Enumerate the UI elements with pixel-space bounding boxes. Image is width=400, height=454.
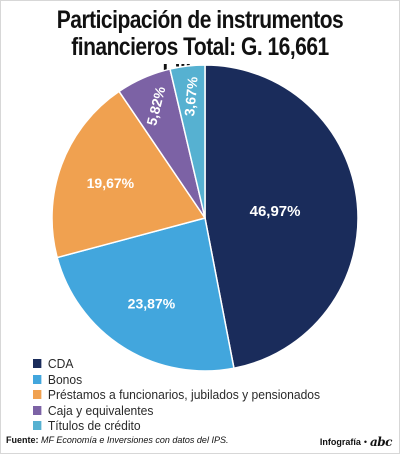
- legend-swatch: [33, 390, 42, 400]
- pie-slices: [51, 64, 359, 372]
- legend-label: Préstamos a funcionarios, jubilados y pe…: [47, 387, 321, 403]
- slice-label-cda: 46,97%: [250, 203, 301, 220]
- source-label: Fuente:: [6, 435, 39, 445]
- legend-label: CDA: [47, 356, 74, 372]
- legend-item-bonos: Bonos: [33, 372, 320, 388]
- pie-slice-prestamos-a-funcionarios-jubilados-y-pensionados: [51, 90, 206, 259]
- pie-slice-titulos-de-credito: [169, 64, 206, 219]
- credit-label: Infografía: [319, 437, 361, 447]
- legend-item-prestamos-a-funcionarios-jubilados-y-pensionados: Préstamos a funcionarios, jubilados y pe…: [33, 387, 320, 403]
- footer: Fuente: MF Economía e Inversiones con da…: [6, 435, 394, 449]
- pie-slice-bonos: [56, 217, 235, 372]
- slice-label-bonos: 23,87%: [128, 296, 176, 312]
- legend-label: Bonos: [47, 371, 83, 387]
- credit-separator: •: [363, 437, 368, 447]
- legend-item-titulos-de-credito: Títulos de crédito: [33, 418, 320, 434]
- legend: CDA Bonos Préstamos a funcionarios, jubila…: [33, 356, 342, 434]
- pie-slice-cda: [204, 64, 359, 369]
- slice-label-prestamos-a-funcionarios-jubilados-y-pensionados: 19,67%: [87, 175, 135, 191]
- slice-label-titulos-de-credito: 3,67%: [181, 75, 200, 116]
- chart-title-line-1: Participación de instrumentos: [56, 6, 344, 34]
- legend-swatch: [33, 405, 42, 415]
- legend-swatch: [33, 374, 42, 384]
- legend-label: Títulos de crédito: [47, 418, 141, 434]
- source-text: MF Economía e Inversiones con datos del …: [41, 435, 229, 445]
- abc-logo: abc: [370, 435, 392, 449]
- legend-item-cda: CDA: [33, 356, 320, 372]
- pie-slice-labels: 46,97%23,87%19,67%5,82% 3,67%: [87, 75, 301, 311]
- chart-title: Participación de instrumentos financiero…: [33, 7, 367, 88]
- legend-swatch: [33, 421, 42, 431]
- credit: Infografía • abc: [319, 435, 393, 449]
- legend-item-caja-y-equivalentes: Caja y equivalentes: [33, 403, 320, 419]
- legend-swatch: [33, 359, 42, 369]
- legend-label: Caja y equivalentes: [47, 402, 154, 418]
